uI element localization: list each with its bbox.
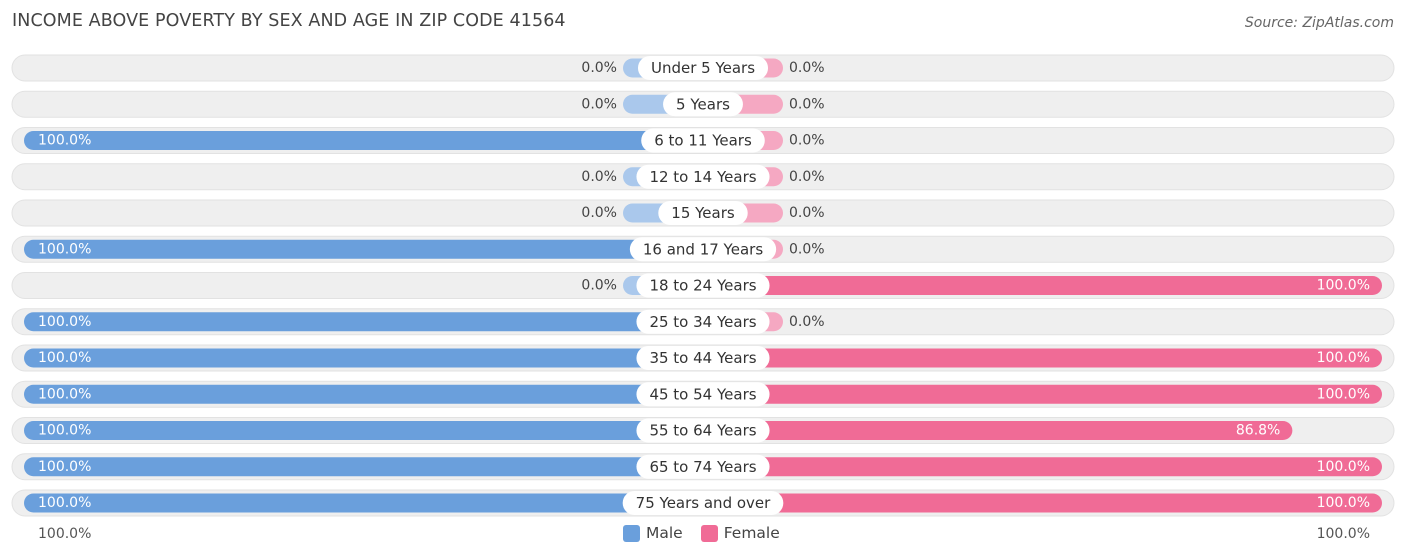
- chart-title: INCOME ABOVE POVERTY BY SEX AND AGE IN Z…: [12, 11, 566, 31]
- category-label: 25 to 34 Years: [649, 313, 756, 331]
- category-label-bg: [636, 454, 770, 479]
- female-value-label: 100.0%: [1317, 495, 1370, 511]
- female-value-label: 0.0%: [789, 133, 825, 149]
- female-value-label: 0.0%: [789, 96, 825, 112]
- category-label-bg: [636, 346, 770, 370]
- chart-plot: Under 5 Years 0.0% 0.0% 5 Years 0.0% 0.0% 6 to…: [11, 54, 1395, 517]
- male-value-label: 100.0%: [38, 133, 91, 149]
- category-label: 35 to 44 Years: [649, 349, 756, 367]
- female-bar: [703, 384, 1382, 404]
- category-label: 6 to 11 Years: [654, 132, 752, 150]
- category-label: 55 to 64 Years: [649, 422, 756, 440]
- category-label-bg: [658, 201, 748, 225]
- female-bar: [703, 276, 1382, 295]
- category-label: 15 Years: [671, 204, 735, 222]
- male-value-label: 100.0%: [38, 495, 91, 511]
- category-label-bg: [629, 237, 777, 262]
- category-label: 45 to 54 Years: [649, 385, 756, 403]
- male-value-label: 0.0%: [581, 60, 617, 76]
- male-bar: [24, 348, 703, 368]
- female-value-label: 0.0%: [789, 60, 825, 76]
- male-value-label: 100.0%: [38, 241, 91, 257]
- female-value-label: 86.8%: [1236, 423, 1280, 439]
- legend-label-female: Female: [723, 524, 780, 542]
- category-label-bg: [637, 56, 769, 80]
- legend-swatch-male: [623, 524, 640, 542]
- category-label-bg: [663, 92, 743, 117]
- male-value-label: 100.0%: [38, 386, 91, 402]
- male-value-label: 100.0%: [38, 423, 91, 439]
- legend-item-female: Female: [700, 524, 780, 542]
- male-bar: [24, 421, 703, 440]
- male-value-label: 100.0%: [38, 459, 91, 475]
- female-value-label: 100.0%: [1317, 386, 1370, 402]
- female-bar: [703, 493, 1382, 513]
- category-label-bg: [622, 491, 784, 515]
- category-label: 16 and 17 Years: [643, 240, 763, 258]
- category-label: 18 to 24 Years: [649, 277, 756, 295]
- legend-label-male: Male: [646, 524, 683, 542]
- legend-item-male: Male: [623, 524, 683, 542]
- female-value-label: 0.0%: [789, 169, 825, 185]
- male-bar: [24, 312, 703, 332]
- female-value-label: 100.0%: [1317, 350, 1370, 366]
- female-value-label: 0.0%: [789, 314, 825, 330]
- male-value-label: 0.0%: [581, 169, 617, 185]
- male-bar: [24, 239, 703, 259]
- female-bar: [703, 457, 1382, 477]
- male-bar: [24, 131, 703, 150]
- chart-source: Source: ZipAtlas.com: [1244, 15, 1394, 31]
- category-label-bg: [636, 273, 770, 298]
- category-label-bg: [641, 128, 765, 153]
- axis-left-label: 100.0%: [38, 526, 92, 542]
- male-bar: [24, 493, 703, 513]
- category-label: 65 to 74 Years: [649, 458, 756, 476]
- male-value-label: 0.0%: [581, 278, 617, 294]
- category-label: Under 5 Years: [651, 59, 755, 77]
- male-value-label: 0.0%: [581, 205, 617, 221]
- male-value-label: 100.0%: [38, 350, 91, 366]
- female-bar: [703, 348, 1382, 368]
- female-value-label: 0.0%: [789, 241, 825, 257]
- female-value-label: 100.0%: [1317, 459, 1370, 475]
- category-label-bg: [636, 382, 770, 407]
- legend: Male Female: [623, 524, 798, 542]
- female-bar: [703, 421, 1293, 440]
- category-label: 75 Years and over: [636, 494, 771, 512]
- male-value-label: 0.0%: [581, 96, 617, 112]
- category-label-bg: [636, 309, 770, 334]
- category-label-bg: [636, 164, 770, 189]
- axis-right-label: 100.0%: [1316, 526, 1370, 542]
- category-label: 12 to 14 Years: [649, 168, 756, 186]
- male-value-label: 100.0%: [38, 314, 91, 330]
- category-label-bg: [636, 418, 770, 443]
- category-label: 5 Years: [676, 95, 730, 113]
- legend-swatch-female: [700, 524, 718, 542]
- male-bar: [24, 384, 703, 404]
- female-value-label: 0.0%: [789, 205, 825, 221]
- male-bar: [24, 457, 703, 477]
- female-value-label: 100.0%: [1317, 278, 1370, 294]
